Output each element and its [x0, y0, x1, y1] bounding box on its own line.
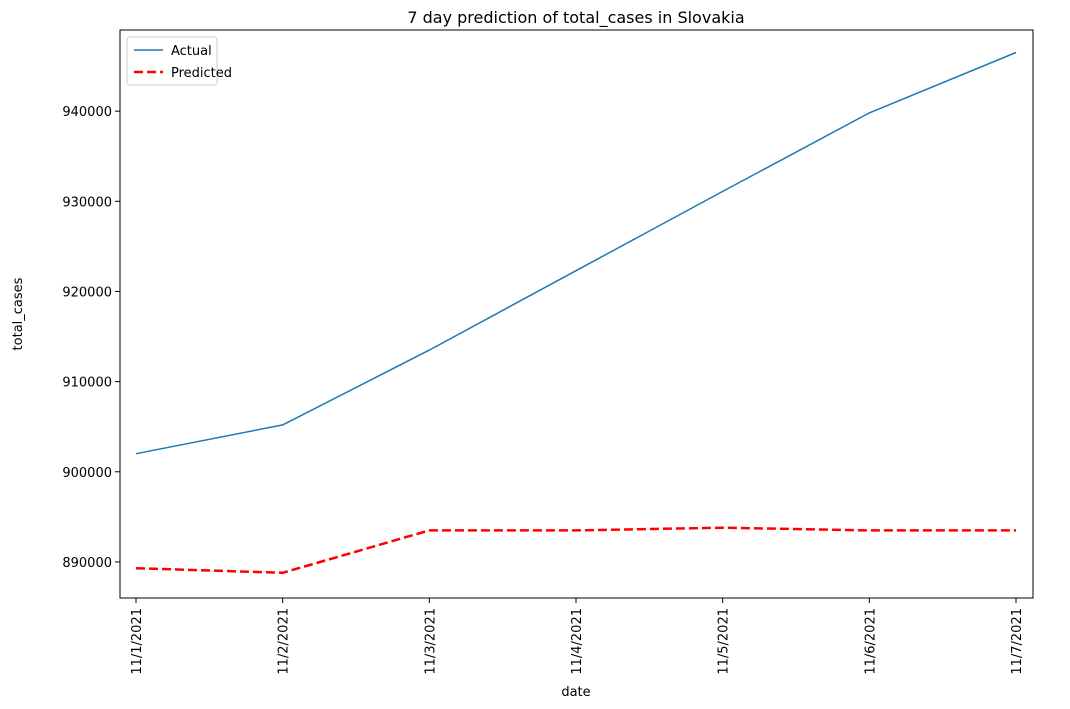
y-tick-label: 940000 — [62, 105, 112, 120]
x-tick-label: 11/7/2021 — [1010, 608, 1025, 675]
y-tick-label: 910000 — [62, 376, 112, 391]
x-tick-label: 11/3/2021 — [423, 608, 438, 675]
series-line-predicted — [135, 526, 1016, 575]
y-axis: 890000 900000 910000 920000 930000 940000 — [62, 105, 120, 571]
legend: Actual Predicted — [126, 36, 232, 86]
x-tick-label: 11/1/2021 — [130, 608, 145, 675]
x-tick-label: 11/2/2021 — [277, 608, 292, 675]
series-line-actual — [135, 51, 1017, 455]
y-axis-label: total_cases — [11, 277, 26, 350]
chart-title: 7 day prediction of total_cases in Slova… — [407, 8, 744, 28]
legend-predicted-label: Predicted — [171, 66, 232, 81]
y-tick-label: 900000 — [62, 466, 112, 481]
x-tick-label: 11/4/2021 — [570, 608, 585, 675]
y-tick-label: 930000 — [62, 195, 112, 210]
series-layer — [135, 51, 1017, 575]
y-tick-label: 920000 — [62, 285, 112, 300]
x-tick-label: 11/5/2021 — [717, 608, 732, 675]
x-axis: 11/1/2021 11/2/2021 11/3/2021 11/4/2021 11/5… — [130, 598, 1025, 675]
x-axis-label: date — [561, 685, 590, 700]
y-tick-label: 890000 — [62, 556, 112, 571]
legend-actual-label: Actual — [171, 44, 212, 59]
x-tick-label: 11/6/2021 — [863, 608, 878, 675]
